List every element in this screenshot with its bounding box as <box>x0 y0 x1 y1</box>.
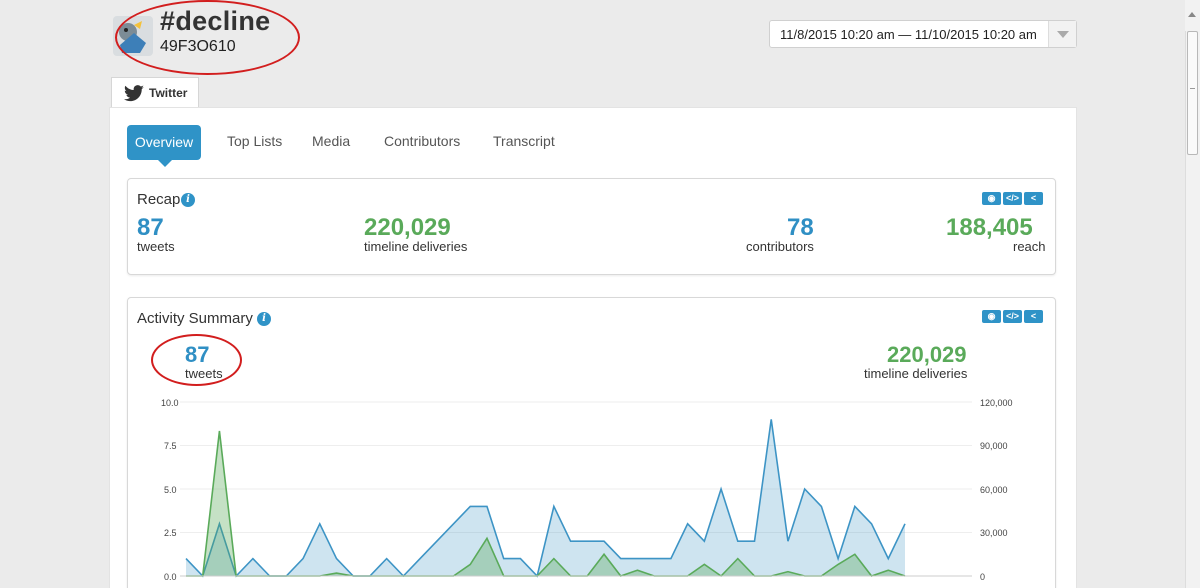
date-range-picker[interactable]: 11/8/2015 10:20 am — 11/10/2015 10:20 am <box>769 20 1077 48</box>
y-left-tick: 5.0 <box>164 485 177 495</box>
chevron-up-icon <box>1188 12 1196 17</box>
recap-reach-label: reach <box>1013 239 1046 254</box>
nav-tab-transcript[interactable]: Transcript <box>493 133 555 149</box>
annotation-circle-tweets <box>151 334 242 386</box>
nav-tab-media[interactable]: Media <box>312 133 351 149</box>
y-left-tick: 0.0 <box>164 572 177 582</box>
y-right-tick: 90,000 <box>980 441 1008 451</box>
recap-tweets-value: 87 <box>137 214 164 241</box>
y-left-tick: 2.5 <box>164 528 177 538</box>
recap-tools: ◉ </> < <box>982 192 1043 205</box>
nav-tab-top-lists[interactable]: Top Lists <box>227 133 283 149</box>
scroll-up-button[interactable] <box>1185 0 1200 31</box>
tab-twitter[interactable]: Twitter <box>111 77 199 108</box>
activity-deliveries-value: 220,029 <box>887 342 967 367</box>
chevron-down-icon <box>1057 31 1069 38</box>
eye-icon[interactable]: ◉ <box>982 192 1001 205</box>
code-icon[interactable]: </> <box>1003 192 1022 205</box>
annotation-circle-title <box>115 0 300 75</box>
recap-contributors-value: 78 <box>787 214 814 241</box>
recap-reach-value: 188,405 <box>946 214 1033 241</box>
date-range-dropdown-button[interactable] <box>1048 21 1076 47</box>
y-right-tick: 30,000 <box>980 528 1008 538</box>
twitter-bird-icon <box>124 85 144 102</box>
recap-deliveries-value: 220,029 <box>364 214 451 241</box>
eye-icon[interactable]: ◉ <box>982 310 1001 323</box>
activity-summary-card <box>127 297 1056 588</box>
recap-deliveries-label: timeline deliveries <box>364 239 468 254</box>
nav-tab-contributors[interactable]: Contributors <box>384 133 461 149</box>
info-icon[interactable]: i <box>181 193 195 207</box>
y-left-tick: 10.0 <box>161 398 179 408</box>
recap-contributors-label: contributors <box>746 239 814 254</box>
activity-summary-title: Activity Summary <box>137 310 253 327</box>
y-left-tick: 7.5 <box>164 441 177 451</box>
tab-label: Twitter <box>149 86 188 100</box>
scrollbar-track[interactable] <box>1185 31 1200 588</box>
y-right-tick: 0 <box>980 572 986 582</box>
recap-title: Recap <box>137 191 181 208</box>
recap-tweets-label: tweets <box>137 239 175 254</box>
scrollbar-grip <box>1190 88 1195 89</box>
code-icon[interactable]: </> <box>1003 310 1022 323</box>
y-right-tick: 60,000 <box>980 485 1008 495</box>
scrollbar-thumb[interactable] <box>1187 31 1198 155</box>
date-range-text: 11/8/2015 10:20 am — 11/10/2015 10:20 am <box>780 27 1037 42</box>
activity-deliveries-label: timeline deliveries <box>864 366 968 381</box>
share-icon[interactable]: < <box>1024 310 1043 323</box>
info-icon[interactable]: i <box>257 312 271 326</box>
share-icon[interactable]: < <box>1024 192 1043 205</box>
y-right-tick: 120,000 <box>980 398 1013 408</box>
activity-tools: ◉ </> < <box>982 310 1043 323</box>
recap-card <box>127 178 1056 275</box>
nav-tab-overview[interactable]: Overview <box>127 125 201 167</box>
